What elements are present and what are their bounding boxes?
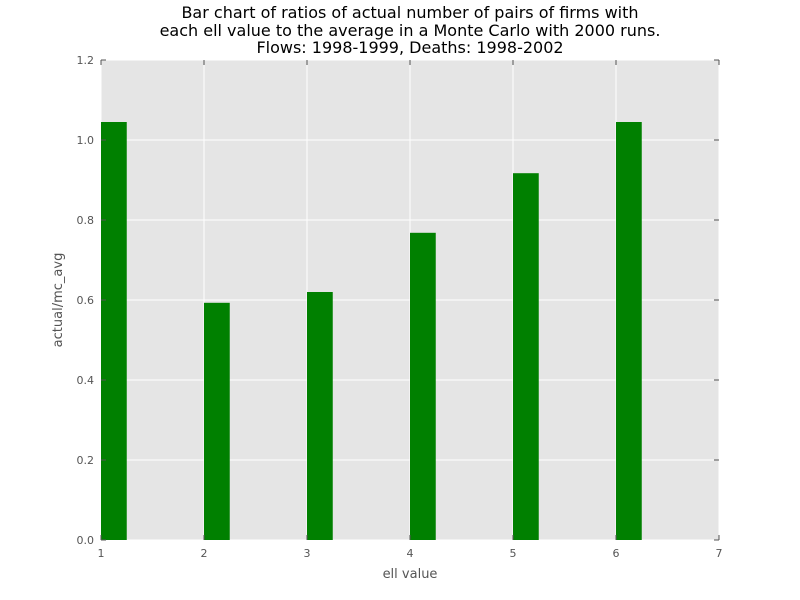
y-tick-label-6: 1.2: [77, 54, 95, 67]
x-tick-label-5: 6: [613, 547, 620, 560]
title-line-3: Flows: 1998-1999, Deaths: 1998-2002: [256, 38, 563, 57]
tick-marks: [100, 59, 720, 541]
bar-2: [204, 302, 230, 540]
x-tick-label-3: 4: [407, 547, 414, 560]
x-tick-label-2: 3: [304, 547, 311, 560]
bar-1: [101, 122, 127, 540]
x-tick-label-4: 5: [510, 547, 517, 560]
y-tick-label-5: 1.0: [77, 134, 95, 147]
x-axis-label: ell value: [383, 567, 438, 582]
x-tick-label-6: 7: [716, 547, 723, 560]
bar-5: [513, 173, 539, 540]
y-tick-label-0: 0.0: [77, 534, 95, 547]
title-line-2: each ell value to the average in a Monte…: [160, 21, 661, 40]
y-tick-label-2: 0.4: [77, 374, 95, 387]
y-axis-label: actual/mc_avg: [51, 253, 66, 348]
bars: [101, 122, 642, 541]
y-tick-label-3: 0.6: [77, 294, 95, 307]
y-tick-labels: 0.0 0.2 0.4 0.6 0.8 1.0 1.2: [77, 54, 95, 547]
bar-3: [307, 292, 333, 540]
bar-6: [616, 122, 642, 540]
chart-title: Bar chart of ratios of actual number of …: [160, 3, 661, 57]
y-tick-label-1: 0.2: [77, 454, 95, 467]
x-tick-labels: 1 2 3 4 5 6 7: [98, 547, 723, 560]
x-tick-label-0: 1: [98, 547, 105, 560]
y-tick-label-4: 0.8: [77, 214, 95, 227]
title-line-1: Bar chart of ratios of actual number of …: [181, 3, 638, 22]
bar-4: [410, 232, 436, 541]
x-tick-label-1: 2: [201, 547, 208, 560]
